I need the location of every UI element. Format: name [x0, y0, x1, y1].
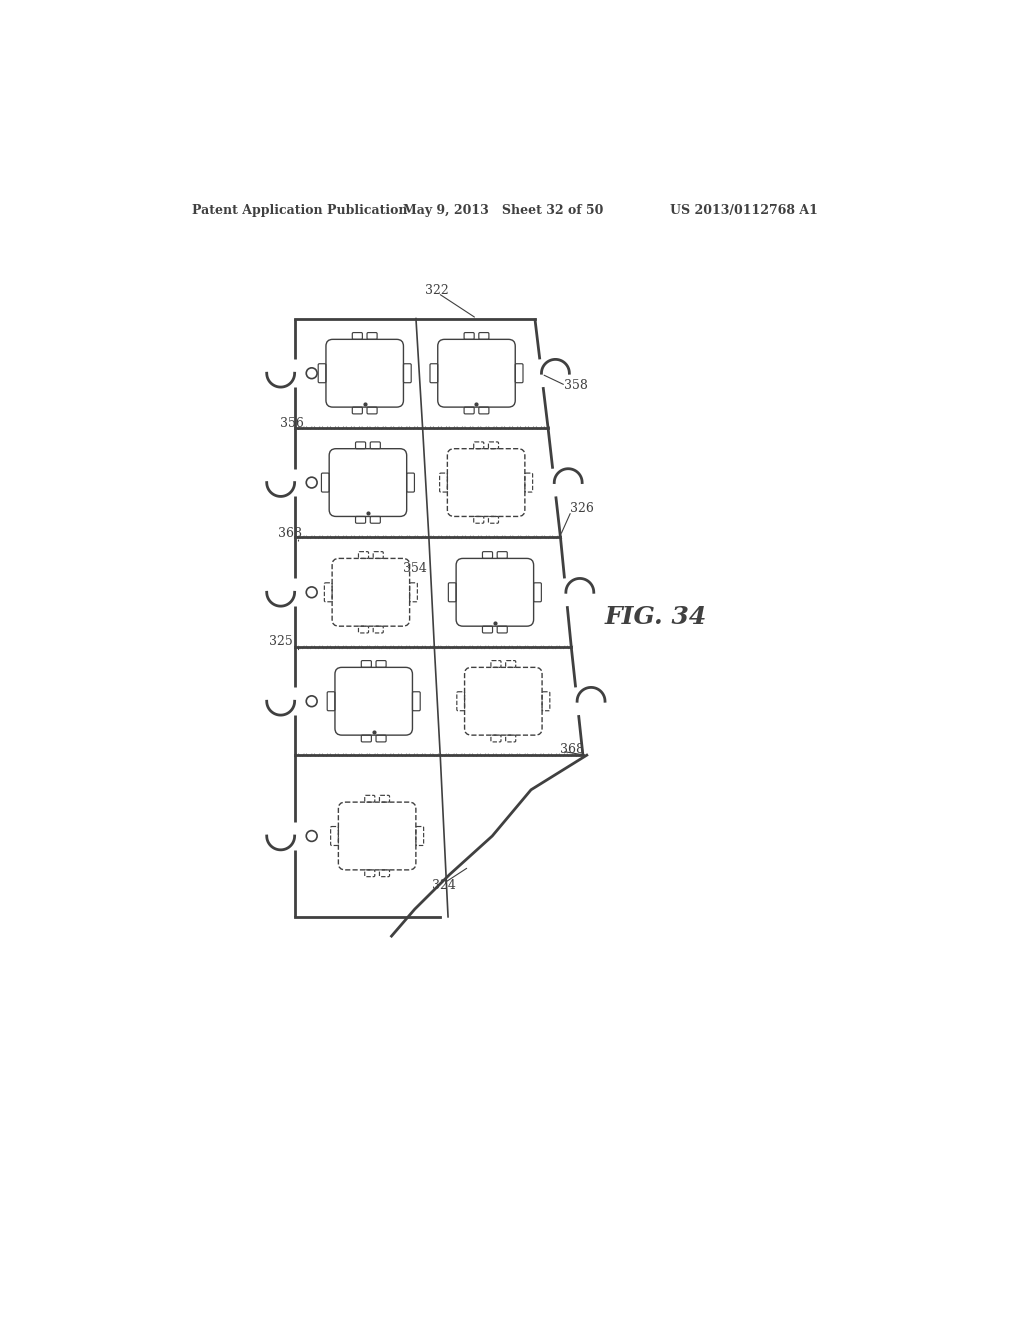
Text: 324: 324 — [432, 879, 456, 892]
Text: US 2013/0112768 A1: US 2013/0112768 A1 — [671, 205, 818, 218]
Text: 368: 368 — [560, 743, 585, 756]
Text: May 9, 2013   Sheet 32 of 50: May 9, 2013 Sheet 32 of 50 — [403, 205, 603, 218]
Text: 368: 368 — [278, 527, 302, 540]
Text: Patent Application Publication: Patent Application Publication — [191, 205, 408, 218]
Text: FIG. 34: FIG. 34 — [604, 605, 707, 628]
Text: 322: 322 — [425, 284, 449, 297]
Text: 325: 325 — [269, 635, 293, 648]
Text: 356: 356 — [280, 417, 304, 430]
Text: 326: 326 — [569, 502, 594, 515]
Text: 354: 354 — [403, 562, 427, 576]
Text: 358: 358 — [564, 379, 588, 392]
